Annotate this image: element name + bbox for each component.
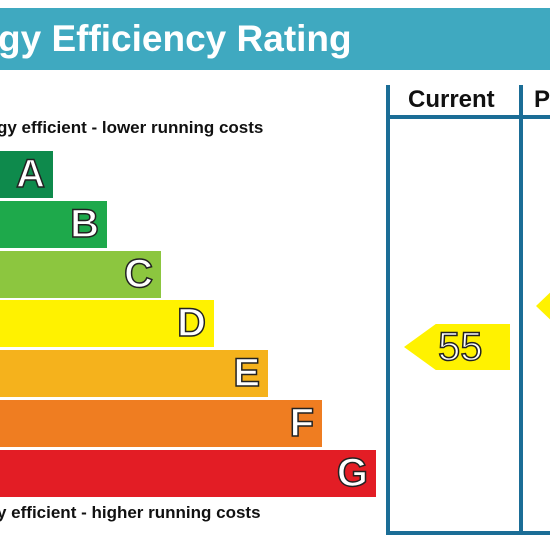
band-label-a: A (15, 151, 45, 197)
band-label-d: D (176, 300, 206, 346)
band-c: C (0, 251, 161, 298)
band-label-b: B (69, 201, 99, 247)
band-f: F (0, 400, 322, 447)
current-column-header: Current (408, 86, 495, 113)
band-label-c: C (123, 251, 153, 297)
band-a: A (0, 151, 53, 198)
band-label-e: E (233, 350, 261, 396)
title-bar (0, 8, 550, 70)
bottom-divider-line (386, 531, 550, 535)
current-column-left-line (386, 85, 390, 535)
band-g: G (0, 450, 376, 497)
band-label-g: G (336, 450, 369, 496)
band-e: E (0, 350, 268, 397)
inefficient-note: y efficient - higher running costs (0, 503, 261, 522)
band-d: D (0, 300, 214, 347)
potential-column-header: P (534, 86, 550, 113)
current-column-right-line (519, 85, 523, 535)
current-rating-arrow: 55 (404, 324, 510, 370)
efficient-note: gy efficient - lower running costs (0, 118, 264, 137)
header-divider-line (386, 115, 550, 119)
band-label-f: F (289, 400, 315, 446)
chart-title: gy Efficiency Rating (0, 18, 352, 59)
potential-rating-arrow (536, 283, 550, 329)
current-rating-value: 55 (437, 324, 483, 370)
band-b: B (0, 201, 107, 248)
